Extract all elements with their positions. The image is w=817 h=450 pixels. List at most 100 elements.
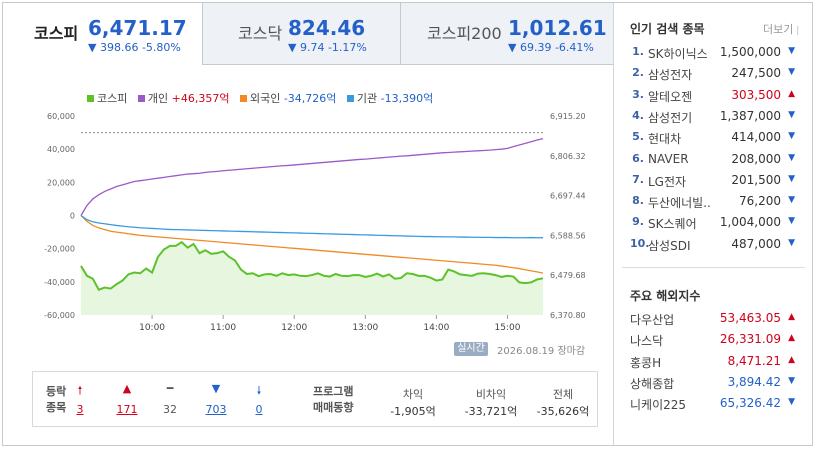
tab-kospi-name: 코스피 [34,24,79,43]
popular-item[interactable]: 4. 삼성전기 1,387,000 ▼ [614,106,813,127]
series-line-foreign [80,215,544,274]
overseas-name: 니케이225 [630,398,687,413]
popular-item[interactable]: 3. 알테오젠 303,500 ▲ [614,85,813,106]
x-tick-label: 15:00 [494,323,520,333]
tab-kosdaq-value: 824.46 [288,16,366,40]
legend-institution: 기관 -13,390억 [346,92,433,105]
left-tick-label: 40,000 [47,145,75,154]
popular-item[interactable]: 5. 현대차 414,000 ▼ [614,127,813,148]
popular-rank: 1. [632,45,644,58]
popular-item[interactable]: 10. 삼성SDI 487,000 ▼ [614,234,813,255]
popular-price: 1,004,000 [719,215,781,230]
tab-kospi200-value: 1,012.61 [508,16,607,40]
right-tick-label: 6,370.80 [550,311,586,320]
tab-kospi-change: ▼ 398.66 -5.80% [88,41,181,54]
right-tick-label: 6,806.32 [550,152,586,161]
tab-kosdaq-name: 코스닥 [238,24,283,43]
up-arrow-icon: ▲ [788,312,795,322]
popular-rank: 5. [632,130,644,144]
legend-individual-swatch [137,95,145,102]
x-tick-label: 11:00 [210,323,236,333]
popular-name: LG전자 [648,174,687,189]
x-tick-label: 12:00 [281,323,307,333]
breadth-count: 32 [163,403,177,416]
popular-item[interactable]: 9. SK스퀘어 1,004,000 ▼ [614,212,813,233]
tab-kospi200-name: 코스피200 [427,24,502,43]
overseas-item[interactable]: 상해종합 3,894.42 ▼ [614,372,813,393]
program-nonarbitrage-head: 비차익 [475,388,507,401]
overseas-item[interactable]: 나스닥 26,331.09 ▲ [614,329,813,350]
popular-price: 201,500 [731,172,781,187]
overseas-title: 주요 해외지수 [630,289,701,303]
overseas-price: 8,471.21 [727,353,781,368]
overseas-price: 3,894.42 [727,374,781,389]
popular-name: SK하이닉스 [648,47,708,61]
intraday-chart: 60,000 40,000 20,000 0 -20,000 -40,000 -60,000… [44,112,586,333]
right-tick-label: 6,479.68 [550,271,586,280]
legend-foreign: 외국인 -34,726억 [239,92,336,105]
overseas-item[interactable]: 니케이225 65,326.42 ▼ [614,393,813,414]
tab-kospi-value: 6,471.17 [88,16,187,40]
popular-rank: 4. [632,108,644,122]
breadth-count[interactable]: 3 [76,403,84,416]
left-tick-label: 20,000 [47,178,75,187]
popular-price: 414,000 [731,130,781,145]
chart-legend: 코스피 개인 +46,357억 외국인 -34,726억 기관 -13,390억 [87,90,440,106]
realtime-badge[interactable]: 실시간 [454,342,488,356]
popular-price: 247,500 [731,66,781,81]
series-line-institution [80,214,544,239]
legend-kospi-swatch [87,95,94,102]
breadth-count[interactable]: 0 [255,403,263,416]
breadth-label-top: 등락 [46,385,67,398]
breadth-count[interactable]: 171 [116,403,138,416]
tab-kosdaq[interactable]: 코스닥 824.46 ▼ 9.74 -1.17% [202,3,400,65]
market-widget: 코스피 6,471.17 ▼ 398.66 -5.80% 코스닥 824.46 … [2,2,813,446]
popular-price: 208,000 [731,151,781,166]
popular-rank: 3. [632,87,644,101]
right-tick-label: 6,915.20 [550,112,586,121]
popular-item[interactable]: 6. NAVER 208,000 ▼ [614,149,813,170]
unchanged-icon: ━ [166,382,174,395]
overseas-name: 홍콩H [630,355,662,370]
fall-icon: ▼ [211,382,221,395]
popular-item[interactable]: 1. SK하이닉스 1,500,000 ▼ [614,42,813,63]
popular-rank: 9. [632,215,644,229]
popular-name: 삼성SDI [648,238,691,253]
popular-item[interactable]: 8. 두산에너빌.. 76,200 ▼ [614,191,813,212]
breadth-count[interactable]: 703 [205,403,227,416]
popular-price: 303,500 [731,87,781,102]
up-arrow-icon: ▲ [788,88,795,99]
tab-kospi200-change: ▼ 69.39 -6.41% [508,41,594,54]
x-tick-label: 14:00 [423,323,449,333]
rise-icon: ▲ [122,382,132,395]
right-tick-label: 6,697.44 [550,192,586,201]
series-line-kospi [80,240,544,291]
x-tick-label: 10:00 [139,323,165,333]
program-nonarbitrage-value: -33,721억 [464,405,518,418]
overseas-price: 65,326.42 [719,396,781,411]
program-total-head: 전체 [552,388,574,401]
index-tabs: 코스피 6,471.17 ▼ 398.66 -5.80% 코스닥 824.46 … [3,3,614,65]
popular-rank: 10. [630,236,650,250]
market-breadth-panel: 등락 종목 🠕 3 ▲ 171 ━ 32 ▼ 703 🠗 0 프로그램 매매동향 차익 -1,90… [32,371,598,427]
legend-institution-swatch [346,95,354,102]
tab-kospi[interactable]: 코스피 6,471.17 ▼ 398.66 -5.80% [3,3,202,65]
series-line-individual [80,137,544,216]
kospi-area [81,242,543,315]
legend-individual: 개인 +46,357억 [137,92,229,105]
popular-name: 두산에너빌.. [648,196,711,211]
overseas-item[interactable]: 다우산업 53,463.05 ▲ [614,308,813,329]
popular-name: 알테오젠 [648,89,693,104]
x-tick-label: 13:00 [352,323,378,333]
popular-item[interactable]: 7. LG전자 201,500 ▼ [614,170,813,191]
tab-kospi200[interactable]: 코스피200 1,012.61 ▼ 69.39 -6.41% [400,3,614,65]
breadth-label-bottom: 종목 [46,401,67,414]
popular-item[interactable]: 2. 삼성전자 247,500 ▼ [614,63,813,84]
overseas-item[interactable]: 홍콩H 8,471.21 ▲ [614,351,813,372]
popular-more-link[interactable]: 더보기 | [763,23,800,36]
up-arrow-icon: ▲ [788,333,795,344]
right-panel-separator [622,267,805,268]
left-tick-label: 60,000 [47,112,75,121]
popular-title: 인기 검색 종목 [630,22,705,36]
down-arrow-icon: ▼ [788,67,795,78]
